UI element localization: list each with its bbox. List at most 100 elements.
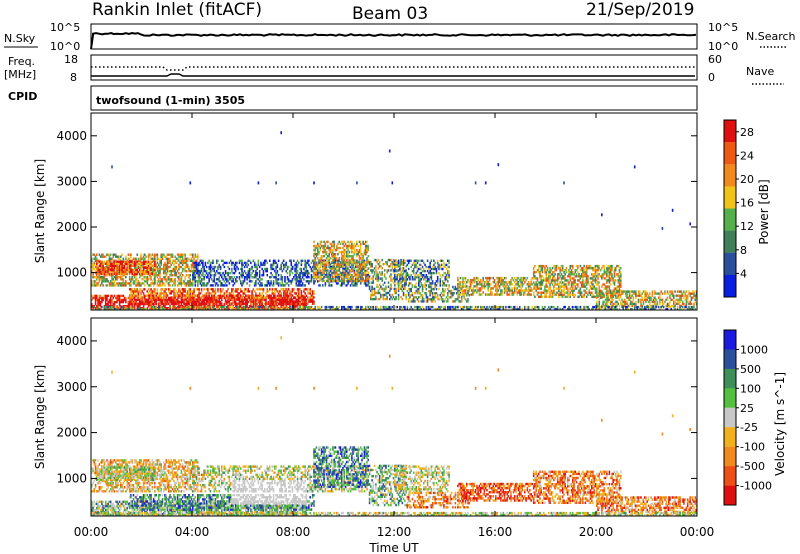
heatmap-cell <box>484 285 487 288</box>
heatmap-cell <box>467 300 469 303</box>
heatmap-cell <box>438 271 440 275</box>
heatmap-cell <box>381 287 383 291</box>
heatmap-cell <box>299 274 301 277</box>
heatmap-cell <box>346 259 348 262</box>
heatmap-cell <box>463 276 465 280</box>
heatmap-cell <box>365 271 367 274</box>
heatmap-cell <box>168 259 170 262</box>
heatmap-cell <box>258 265 261 269</box>
heatmap-cell <box>234 261 237 265</box>
heatmap-cell <box>324 261 327 264</box>
heatmap-cell <box>314 248 317 252</box>
heatmap-cell <box>354 284 357 287</box>
heatmap-cell <box>320 261 323 265</box>
heatmap-cell <box>429 292 431 295</box>
heatmap-cell <box>386 269 388 272</box>
heatmap-cell <box>421 284 424 287</box>
heatmap-cell <box>555 287 558 290</box>
heatmap-cell <box>107 266 109 270</box>
heatmap-cell <box>91 257 93 260</box>
heatmap-cell <box>442 280 444 283</box>
heatmap-cell <box>333 265 335 269</box>
heatmap-cell <box>402 291 405 295</box>
nsearch-tick-low: 10^0 <box>708 40 738 53</box>
heatmap-cell <box>125 296 127 300</box>
heatmap-cell <box>420 284 423 287</box>
heatmap-cell <box>339 263 342 266</box>
heatmap-cell <box>436 263 439 267</box>
heatmap-cell <box>385 285 387 288</box>
heatmap-cell <box>386 297 388 301</box>
heatmap-cell <box>223 265 226 269</box>
heatmap-cell <box>232 278 234 281</box>
heatmap-cell <box>418 278 420 281</box>
heatmap-cell <box>94 302 97 306</box>
heatmap-cell <box>117 268 120 272</box>
heatmap-cell <box>280 284 282 287</box>
heatmap-cell <box>188 298 190 301</box>
heatmap-cell <box>194 255 197 258</box>
heatmap-cell <box>97 261 99 265</box>
heatmap-cell <box>166 282 169 285</box>
heatmap-cell <box>517 291 520 294</box>
heatmap-cell <box>222 271 224 275</box>
heatmap-cell <box>116 296 118 300</box>
heatmap-cell <box>137 292 140 295</box>
heatmap-cell <box>174 280 176 283</box>
heatmap-cell <box>122 307 125 310</box>
heatmap-cell <box>231 288 233 291</box>
heatmap-cell <box>269 282 271 285</box>
heatmap-cell <box>473 281 476 284</box>
heatmap-cell <box>389 275 391 278</box>
heatmap-cell <box>186 302 189 305</box>
heatmap-cell <box>127 253 130 256</box>
heatmap-cell <box>195 261 198 265</box>
heatmap-cell <box>101 264 103 267</box>
heatmap-cell <box>209 284 212 287</box>
heatmap-cell <box>381 258 383 262</box>
heatmap-cell <box>463 289 465 292</box>
heatmap-cell <box>154 257 156 260</box>
heatmap-cell <box>169 300 171 303</box>
heatmap-cell <box>442 267 444 271</box>
heatmap-cell <box>414 259 416 262</box>
heatmap-cell <box>492 276 495 280</box>
heatmap-cell <box>231 280 233 283</box>
heatmap-cell <box>358 277 361 280</box>
heatmap-cell <box>223 302 226 306</box>
heatmap-cell <box>426 300 429 303</box>
heatmap-cell <box>501 276 503 280</box>
heatmap-cell <box>168 276 170 279</box>
heatmap-cell <box>314 263 317 266</box>
heatmap-cell <box>184 282 186 285</box>
heatmap-cell <box>490 276 492 280</box>
heatmap-cell <box>402 261 405 265</box>
heatmap-cell <box>183 302 185 305</box>
heatmap-cell <box>287 294 290 298</box>
heatmap-cell <box>500 289 502 292</box>
heatmap-cell <box>294 278 296 281</box>
heatmap-cell <box>334 267 337 270</box>
heatmap-cell <box>202 259 204 262</box>
heatmap-cell <box>344 263 347 266</box>
heatmap-cell <box>173 288 175 291</box>
heatmap-cell <box>97 259 99 262</box>
heatmap-cell <box>287 302 290 306</box>
heatmap-cell <box>272 302 275 305</box>
heatmap-cell <box>248 294 251 298</box>
heatmap-cell <box>269 302 271 305</box>
heatmap-cell <box>159 267 161 271</box>
heatmap-cell <box>108 266 111 270</box>
heatmap-cell <box>208 294 210 298</box>
heatmap-cell <box>115 266 117 270</box>
heatmap-cell <box>353 248 356 252</box>
heatmap-cell <box>113 276 116 279</box>
heatmap-cell <box>130 288 132 291</box>
heatmap-cell <box>519 293 521 296</box>
heatmap-cell <box>420 282 423 285</box>
heatmap-cell <box>166 269 169 273</box>
heatmap-cell <box>132 290 135 293</box>
heatmap-cell <box>327 246 329 250</box>
heatmap-cell <box>183 259 185 262</box>
heatmap-cell <box>202 298 204 302</box>
